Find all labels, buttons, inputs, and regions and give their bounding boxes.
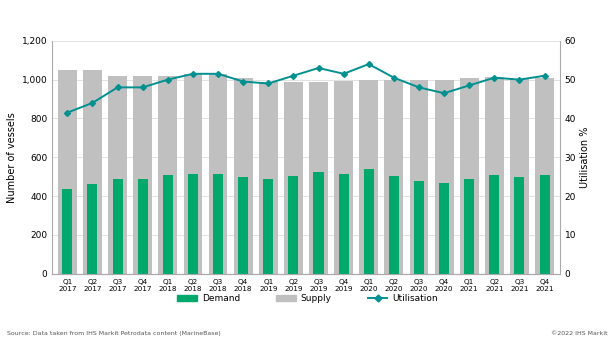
Bar: [314, 172, 323, 274]
Bar: [238, 177, 248, 274]
Bar: [138, 178, 148, 274]
Text: Source: Data taken from IHS Markit Petrodata content (MarineBase): Source: Data taken from IHS Markit Petro…: [7, 331, 221, 336]
Bar: [83, 70, 102, 274]
Bar: [133, 76, 152, 274]
Bar: [510, 79, 529, 274]
Y-axis label: Utilisation %: Utilisation %: [580, 126, 590, 188]
Bar: [539, 175, 550, 274]
Bar: [410, 80, 429, 274]
Bar: [62, 189, 73, 274]
Bar: [183, 74, 202, 274]
Bar: [87, 184, 98, 274]
Bar: [113, 178, 122, 274]
Bar: [159, 76, 177, 274]
Bar: [414, 181, 424, 274]
Bar: [284, 82, 303, 274]
Bar: [58, 70, 77, 274]
Text: ©2022 IHS Markit: ©2022 IHS Markit: [551, 331, 608, 336]
Bar: [490, 175, 499, 274]
Bar: [163, 175, 173, 274]
Bar: [439, 184, 449, 274]
Bar: [514, 177, 525, 274]
Bar: [263, 179, 273, 274]
Bar: [188, 174, 198, 274]
Bar: [309, 82, 328, 274]
Legend: Demand, Supply, Utilisation: Demand, Supply, Utilisation: [174, 290, 441, 307]
Bar: [363, 169, 374, 274]
Bar: [259, 82, 278, 274]
Bar: [535, 78, 554, 274]
Y-axis label: Number of vessels: Number of vessels: [7, 112, 17, 203]
Bar: [464, 178, 474, 274]
Bar: [288, 176, 298, 274]
Bar: [334, 81, 353, 274]
Bar: [384, 80, 403, 274]
Bar: [389, 176, 399, 274]
Bar: [234, 78, 253, 274]
Bar: [339, 174, 349, 274]
Bar: [208, 74, 228, 274]
Text: Asia Pacific demand, supply & utilisation (2017–21): Asia Pacific demand, supply & utilisatio…: [7, 12, 347, 25]
Bar: [435, 80, 453, 274]
Bar: [359, 80, 378, 274]
Bar: [485, 77, 504, 274]
Bar: [108, 76, 127, 274]
Bar: [460, 78, 478, 274]
Bar: [213, 174, 223, 274]
